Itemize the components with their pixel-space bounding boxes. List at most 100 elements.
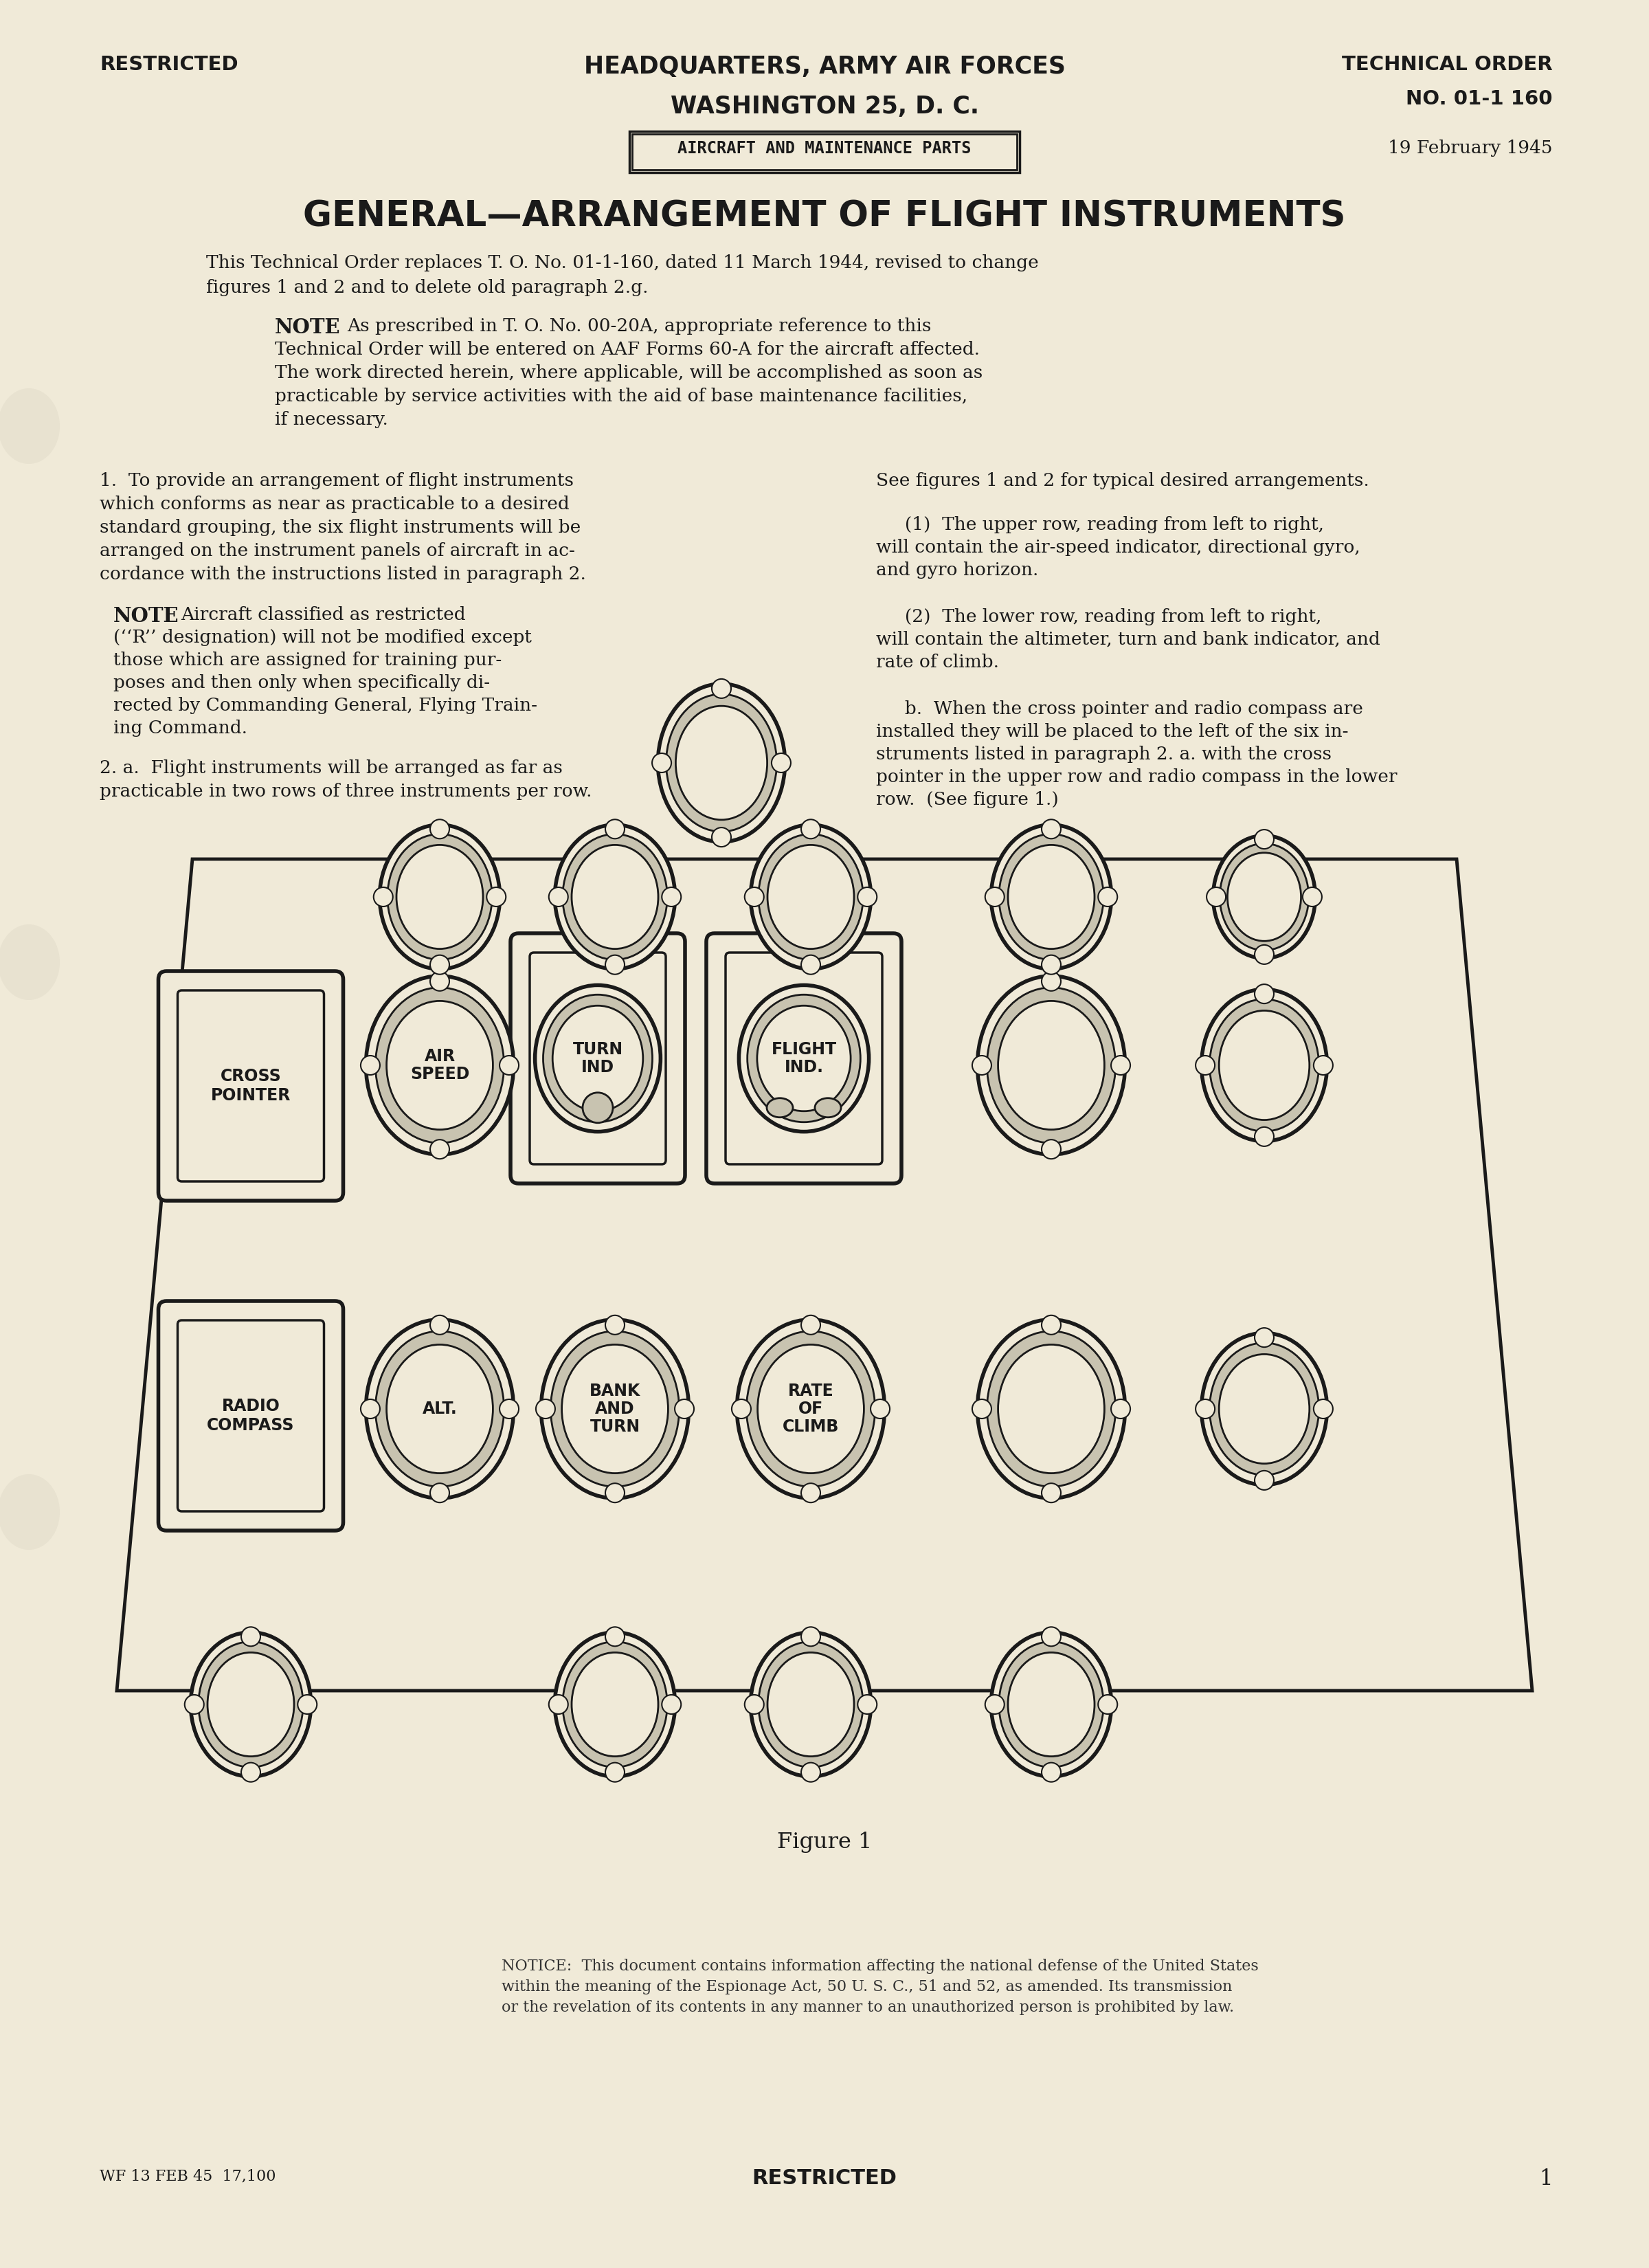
- Circle shape: [549, 1694, 567, 1715]
- Circle shape: [500, 1055, 519, 1075]
- Ellipse shape: [572, 846, 658, 948]
- Circle shape: [1303, 887, 1322, 907]
- Text: (1)  The upper row, reading from left to right,: (1) The upper row, reading from left to …: [876, 517, 1324, 533]
- Circle shape: [430, 955, 449, 975]
- Text: NOTE: NOTE: [114, 606, 180, 626]
- Circle shape: [1042, 971, 1060, 991]
- Ellipse shape: [376, 987, 505, 1143]
- Ellipse shape: [1220, 844, 1309, 950]
- Ellipse shape: [658, 685, 785, 841]
- Text: HEADQUARTERS, ARMY AIR FORCES: HEADQUARTERS, ARMY AIR FORCES: [584, 54, 1065, 79]
- Ellipse shape: [366, 975, 513, 1154]
- Ellipse shape: [1202, 1334, 1327, 1486]
- Text: RESTRICTED: RESTRICTED: [99, 54, 237, 75]
- Text: Technical Order will be entered on AAF Forms 60-A for the aircraft affected.: Technical Order will be entered on AAF F…: [275, 340, 980, 358]
- Ellipse shape: [562, 835, 668, 959]
- Text: OF: OF: [798, 1402, 823, 1418]
- Circle shape: [712, 828, 731, 846]
- Text: COMPASS: COMPASS: [208, 1418, 295, 1433]
- Ellipse shape: [999, 835, 1103, 959]
- Ellipse shape: [388, 835, 491, 959]
- Bar: [632, 134, 1017, 170]
- Ellipse shape: [759, 1642, 862, 1767]
- Circle shape: [712, 678, 731, 699]
- FancyBboxPatch shape: [706, 934, 902, 1184]
- Text: CLIMB: CLIMB: [783, 1418, 839, 1436]
- Circle shape: [1098, 1694, 1118, 1715]
- Text: (2)  The lower row, reading from left to right,: (2) The lower row, reading from left to …: [876, 608, 1321, 626]
- Circle shape: [536, 1399, 556, 1418]
- Text: rate of climb.: rate of climb.: [876, 653, 999, 671]
- Text: GENERAL—ARRANGEMENT OF FLIGHT INSTRUMENTS: GENERAL—ARRANGEMENT OF FLIGHT INSTRUMENT…: [303, 200, 1346, 234]
- Text: practicable in two rows of three instruments per row.: practicable in two rows of three instrum…: [99, 782, 592, 801]
- Ellipse shape: [1008, 1653, 1095, 1755]
- Ellipse shape: [198, 1642, 303, 1767]
- Circle shape: [732, 1399, 750, 1418]
- Text: row.  (See figure 1.): row. (See figure 1.): [876, 792, 1059, 807]
- FancyBboxPatch shape: [178, 1320, 323, 1510]
- Ellipse shape: [554, 1633, 674, 1776]
- Text: AIR: AIR: [424, 1048, 455, 1064]
- Circle shape: [745, 887, 763, 907]
- Text: TECHNICAL ORDER: TECHNICAL ORDER: [1342, 54, 1553, 75]
- Ellipse shape: [1219, 1012, 1309, 1120]
- Text: AND: AND: [595, 1402, 635, 1418]
- Text: standard grouping, the six flight instruments will be: standard grouping, the six flight instru…: [99, 519, 580, 535]
- Text: WASHINGTON 25, D. C.: WASHINGTON 25, D. C.: [669, 95, 980, 118]
- Circle shape: [1111, 1399, 1130, 1418]
- Circle shape: [1098, 887, 1118, 907]
- Circle shape: [430, 1483, 449, 1501]
- Ellipse shape: [991, 1633, 1111, 1776]
- Circle shape: [298, 1694, 317, 1715]
- Text: Figure 1: Figure 1: [777, 1833, 872, 1853]
- Bar: [630, 132, 1019, 172]
- Circle shape: [1314, 1055, 1332, 1075]
- Ellipse shape: [1214, 835, 1316, 957]
- Circle shape: [1042, 1139, 1060, 1159]
- Ellipse shape: [767, 1653, 854, 1755]
- Ellipse shape: [1227, 853, 1301, 941]
- Text: NO. 01-1 160: NO. 01-1 160: [1407, 88, 1553, 109]
- Circle shape: [661, 887, 681, 907]
- Text: SPEED: SPEED: [411, 1066, 470, 1082]
- Text: ALT.: ALT.: [422, 1402, 457, 1418]
- Ellipse shape: [978, 1320, 1125, 1499]
- Circle shape: [605, 1315, 625, 1334]
- Circle shape: [605, 955, 625, 975]
- Circle shape: [605, 1626, 625, 1647]
- Text: IND: IND: [580, 1059, 615, 1075]
- Circle shape: [241, 1626, 261, 1647]
- Ellipse shape: [1008, 846, 1095, 948]
- Circle shape: [1207, 887, 1225, 907]
- Ellipse shape: [666, 694, 777, 832]
- Text: TURN: TURN: [590, 1418, 640, 1436]
- Ellipse shape: [396, 846, 483, 948]
- Ellipse shape: [767, 1098, 793, 1118]
- Circle shape: [582, 1093, 613, 1123]
- Circle shape: [374, 887, 392, 907]
- Circle shape: [1196, 1399, 1215, 1418]
- Ellipse shape: [0, 925, 59, 1000]
- Text: BANK: BANK: [589, 1383, 640, 1399]
- Circle shape: [549, 887, 567, 907]
- Circle shape: [801, 819, 821, 839]
- Circle shape: [973, 1055, 991, 1075]
- Circle shape: [486, 887, 506, 907]
- Circle shape: [1042, 1315, 1060, 1334]
- Ellipse shape: [988, 987, 1115, 1143]
- Ellipse shape: [737, 1320, 884, 1499]
- Ellipse shape: [379, 826, 500, 968]
- Circle shape: [430, 1139, 449, 1159]
- Text: will contain the air-speed indicator, directional gyro,: will contain the air-speed indicator, di…: [876, 540, 1360, 556]
- Text: WF 13 FEB 45  17,100: WF 13 FEB 45 17,100: [99, 2168, 275, 2184]
- Circle shape: [801, 955, 821, 975]
- Text: IND.: IND.: [785, 1059, 823, 1075]
- Circle shape: [430, 1315, 449, 1334]
- Ellipse shape: [747, 996, 861, 1123]
- Circle shape: [361, 1055, 379, 1075]
- Ellipse shape: [991, 826, 1111, 968]
- Circle shape: [361, 1399, 379, 1418]
- Ellipse shape: [999, 1642, 1103, 1767]
- Circle shape: [1255, 1127, 1275, 1145]
- Text: will contain the altimeter, turn and bank indicator, and: will contain the altimeter, turn and ban…: [876, 631, 1380, 649]
